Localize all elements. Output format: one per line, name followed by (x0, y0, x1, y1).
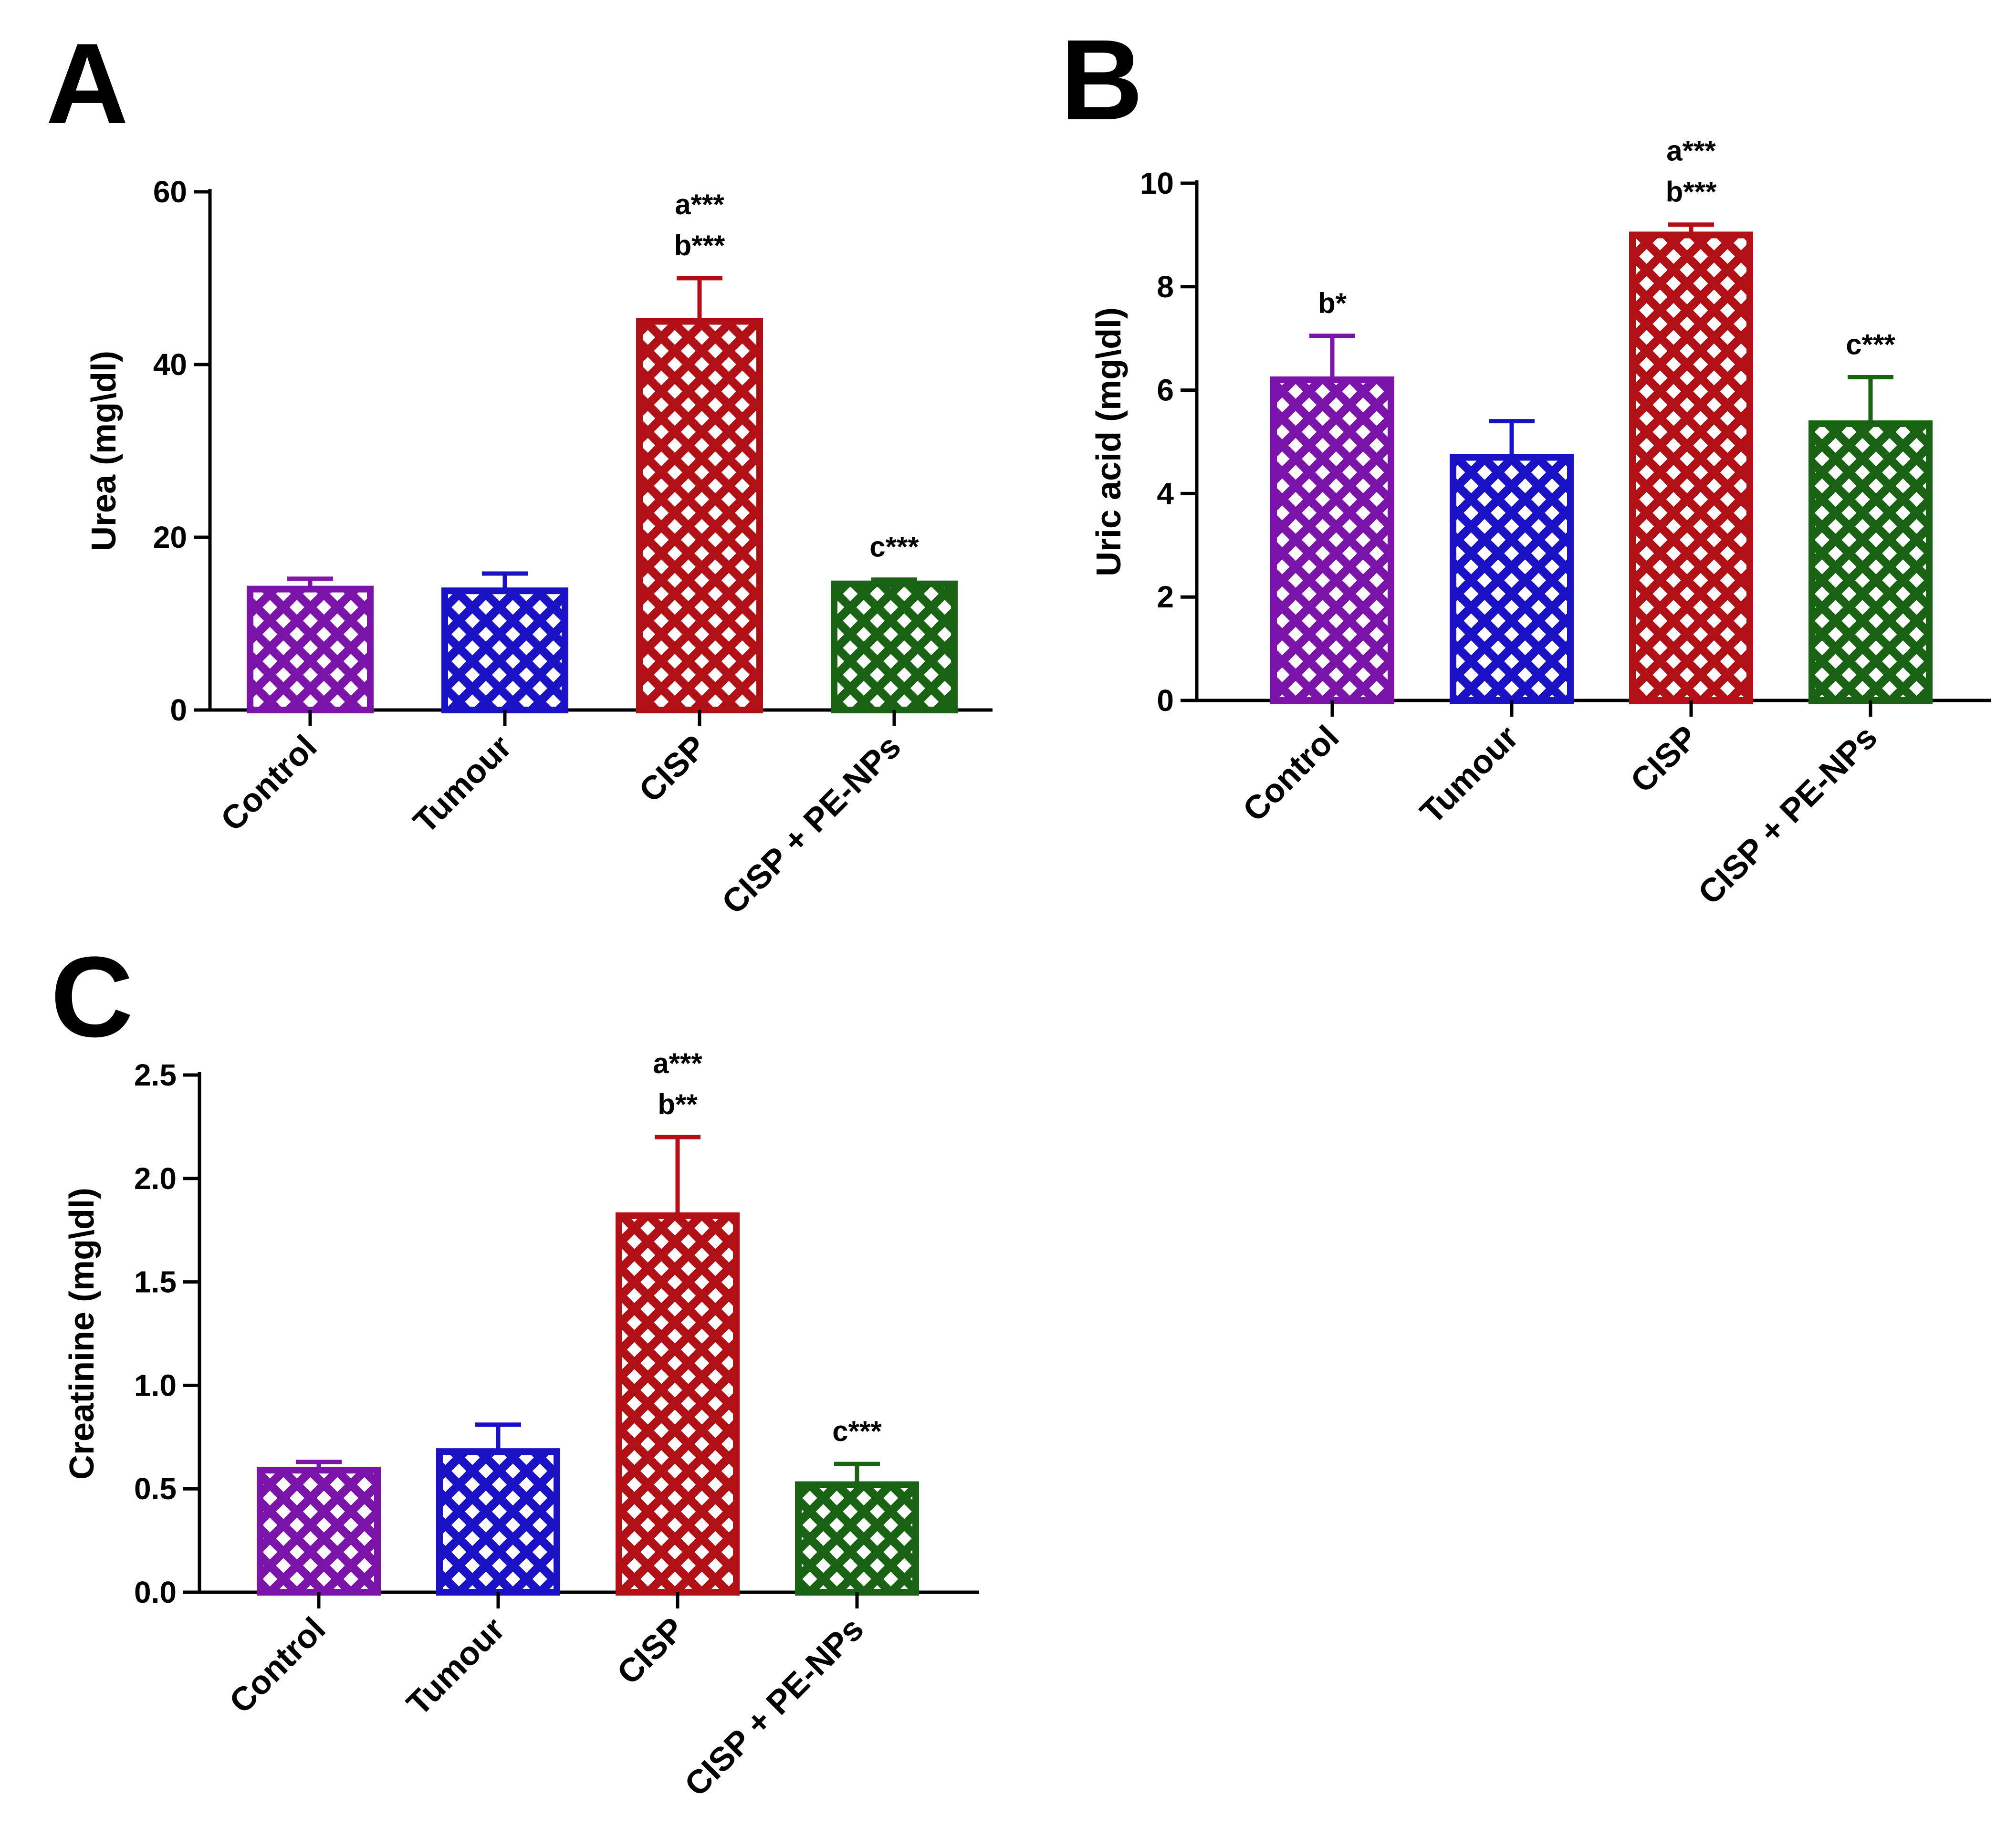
x-category-label-tumour: Tumour (399, 1610, 512, 1723)
x-category-label-control: Control (214, 728, 324, 838)
bar-tumour (441, 587, 568, 713)
significance-label-cisp: b** (658, 1088, 698, 1120)
bar-control (257, 1467, 381, 1596)
y-tick-label: 60 (153, 175, 187, 209)
significance-label-cisp: b*** (674, 230, 725, 261)
panel-c-letter: C (51, 933, 133, 1061)
panel-a-letter: A (46, 20, 128, 147)
significance-label-cisp: a*** (675, 188, 724, 220)
significance-label-cisp-pe-nps: c*** (869, 531, 919, 563)
y-tick-label: 2.0 (134, 1161, 177, 1196)
significance-label-control: b* (1318, 287, 1347, 319)
x-category-label-cisp-pe-nps: CISP + PE-NPs (1691, 718, 1884, 911)
y-tick-label: 2.5 (134, 1058, 177, 1092)
bar-control (1270, 376, 1394, 704)
bar-cisp-pe-nps (795, 1481, 919, 1596)
significance-label-cisp: b*** (1666, 176, 1717, 208)
bar-tumour (436, 1448, 560, 1596)
significance-label-cisp: a*** (1666, 135, 1716, 167)
significance-label-cisp-pe-nps: c*** (1846, 329, 1895, 361)
y-axis-title: Uric acid (mg\dl) (1090, 307, 1128, 576)
bar-cisp (1629, 231, 1753, 704)
x-category-label-cisp-pe-nps: CISP + PE-NPs (678, 1610, 871, 1803)
bar-cisp (616, 1212, 740, 1596)
chart-panel-uric-acid: 0 2 4 6 8 10 Uric acid (mg\dl) Control b* Tumour C… (1090, 135, 1991, 911)
bar-control (247, 585, 374, 713)
x-category-label-cisp: CISP (1623, 718, 1705, 800)
y-tick-label: 20 (153, 520, 187, 554)
y-tick-label: 4 (1157, 476, 1174, 511)
y-tick-label: 1.0 (134, 1368, 177, 1402)
y-tick-label: 10 (1140, 166, 1174, 200)
x-category-label-control: Control (222, 1610, 333, 1720)
y-tick-label: 0 (170, 693, 187, 727)
y-tick-label: 2 (1157, 580, 1174, 614)
bar-tumour (1450, 454, 1574, 704)
y-tick-label: 8 (1157, 270, 1174, 304)
x-category-label-control: Control (1236, 718, 1346, 828)
bar-cisp-pe-nps (831, 580, 958, 713)
x-category-label-cisp: CISP (632, 728, 713, 809)
y-tick-label: 0 (1157, 683, 1174, 718)
y-tick-label: 0.5 (134, 1472, 177, 1506)
bar-cisp (636, 318, 763, 713)
bar-cisp-pe-nps (1808, 420, 1933, 704)
significance-label-cisp-pe-nps: c*** (832, 1415, 882, 1447)
y-axis-title: Urea (mg\dl) (85, 351, 123, 551)
x-category-label-tumour: Tumour (406, 728, 519, 840)
panel-b-letter: B (1060, 16, 1143, 144)
chart-panel-urea: 0 20 40 60 Urea (mg\dl) Control Tumour CISP a***… (85, 175, 993, 921)
y-tick-label: 6 (1157, 373, 1174, 407)
significance-label-cisp: a*** (653, 1047, 702, 1079)
x-category-label-cisp-pe-nps: CISP + PE-NPs (715, 728, 908, 921)
y-axis-title: Creatinine (mg\dl) (63, 1188, 101, 1480)
x-category-label-tumour: Tumour (1413, 718, 1526, 831)
y-tick-label: 40 (153, 347, 187, 382)
x-category-label-cisp: CISP (610, 1610, 691, 1691)
y-tick-label: 1.5 (134, 1265, 177, 1299)
y-tick-label: 0.0 (134, 1575, 177, 1609)
chart-panel-creatinine: 0.0 0.5 1.0 1.5 2.0 2.5 Creatinine (mg\dl) Cont… (63, 1047, 979, 1803)
